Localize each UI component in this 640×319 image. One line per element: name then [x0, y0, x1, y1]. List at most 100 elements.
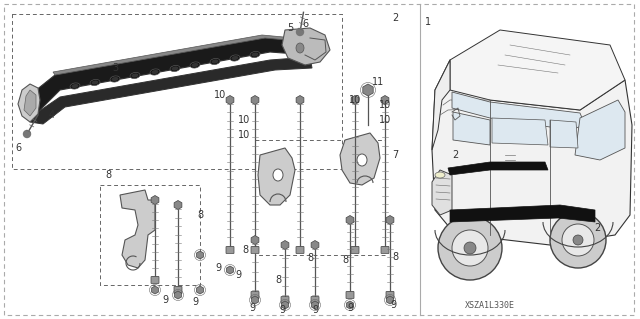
Circle shape	[464, 242, 476, 254]
Ellipse shape	[191, 63, 198, 67]
FancyBboxPatch shape	[151, 277, 159, 284]
Ellipse shape	[190, 62, 200, 68]
Polygon shape	[53, 35, 310, 75]
Text: 9: 9	[162, 295, 168, 305]
FancyBboxPatch shape	[346, 292, 354, 299]
Circle shape	[438, 216, 502, 280]
Polygon shape	[432, 60, 450, 150]
Polygon shape	[452, 92, 585, 130]
FancyBboxPatch shape	[251, 292, 259, 299]
FancyBboxPatch shape	[381, 247, 389, 254]
Ellipse shape	[152, 70, 159, 74]
Polygon shape	[450, 205, 595, 222]
Circle shape	[550, 212, 606, 268]
Text: 8: 8	[275, 275, 281, 285]
Text: 10: 10	[214, 90, 226, 100]
Ellipse shape	[132, 73, 138, 78]
Polygon shape	[432, 170, 452, 215]
Text: 2: 2	[392, 13, 398, 23]
Text: 8: 8	[105, 170, 111, 180]
Text: 5: 5	[287, 23, 293, 33]
Polygon shape	[30, 57, 312, 124]
Circle shape	[296, 28, 303, 35]
Ellipse shape	[232, 56, 239, 60]
Text: 10: 10	[379, 115, 391, 125]
Polygon shape	[550, 120, 578, 148]
Ellipse shape	[111, 77, 118, 81]
Text: 8: 8	[242, 245, 248, 255]
Text: 8: 8	[392, 252, 398, 262]
Text: 1: 1	[425, 17, 431, 27]
Text: 8: 8	[307, 253, 313, 263]
Circle shape	[562, 224, 594, 256]
Text: 10: 10	[349, 95, 361, 105]
Text: 6: 6	[302, 19, 308, 29]
Ellipse shape	[252, 52, 259, 56]
Text: 11: 11	[372, 77, 384, 87]
Text: 7: 7	[392, 150, 398, 160]
Ellipse shape	[250, 51, 260, 57]
Text: 10: 10	[238, 115, 250, 125]
Text: 9: 9	[192, 297, 198, 307]
Text: 6: 6	[15, 143, 21, 153]
Ellipse shape	[230, 55, 240, 61]
Ellipse shape	[92, 80, 99, 85]
Text: 8: 8	[342, 255, 348, 265]
Ellipse shape	[90, 79, 100, 85]
Bar	[12, 14, 342, 169]
Text: 9: 9	[215, 263, 221, 273]
Ellipse shape	[273, 169, 283, 181]
Polygon shape	[340, 133, 380, 185]
Text: XSZA1L330E: XSZA1L330E	[465, 300, 515, 309]
Circle shape	[24, 130, 31, 137]
Text: 10: 10	[238, 130, 250, 140]
Bar	[255, 140, 385, 255]
Polygon shape	[432, 60, 632, 245]
FancyBboxPatch shape	[296, 247, 304, 254]
Text: 2: 2	[452, 150, 458, 160]
Polygon shape	[448, 162, 548, 175]
FancyBboxPatch shape	[281, 296, 289, 303]
Circle shape	[452, 230, 488, 266]
Ellipse shape	[150, 69, 160, 75]
Ellipse shape	[170, 65, 180, 71]
FancyBboxPatch shape	[251, 247, 259, 254]
Ellipse shape	[130, 72, 140, 78]
FancyBboxPatch shape	[311, 296, 319, 303]
Polygon shape	[575, 100, 625, 160]
Text: 9: 9	[312, 305, 318, 315]
Text: 9: 9	[347, 303, 353, 313]
Polygon shape	[258, 148, 295, 205]
FancyBboxPatch shape	[226, 247, 234, 254]
Bar	[100, 185, 200, 285]
Polygon shape	[282, 28, 330, 65]
FancyBboxPatch shape	[174, 286, 182, 293]
Text: 9: 9	[390, 300, 396, 310]
Ellipse shape	[212, 59, 218, 63]
Text: 9: 9	[249, 303, 255, 313]
Ellipse shape	[435, 172, 445, 178]
Text: 2: 2	[594, 223, 600, 233]
Ellipse shape	[172, 66, 179, 70]
Ellipse shape	[70, 83, 80, 89]
Text: 3: 3	[112, 63, 118, 73]
Text: 4: 4	[49, 110, 55, 120]
Polygon shape	[492, 118, 548, 145]
Text: 9: 9	[235, 270, 241, 280]
Polygon shape	[30, 38, 310, 112]
Polygon shape	[18, 84, 40, 122]
FancyBboxPatch shape	[351, 247, 359, 254]
Text: 8: 8	[197, 210, 203, 220]
Ellipse shape	[210, 58, 220, 64]
Text: 9: 9	[279, 305, 285, 315]
Ellipse shape	[357, 154, 367, 166]
Circle shape	[573, 235, 583, 245]
Ellipse shape	[110, 76, 120, 82]
FancyBboxPatch shape	[386, 292, 394, 299]
Polygon shape	[120, 190, 155, 268]
Text: 10: 10	[379, 100, 391, 110]
Ellipse shape	[296, 43, 304, 53]
Polygon shape	[24, 90, 36, 116]
Ellipse shape	[72, 84, 79, 88]
Polygon shape	[450, 30, 625, 110]
